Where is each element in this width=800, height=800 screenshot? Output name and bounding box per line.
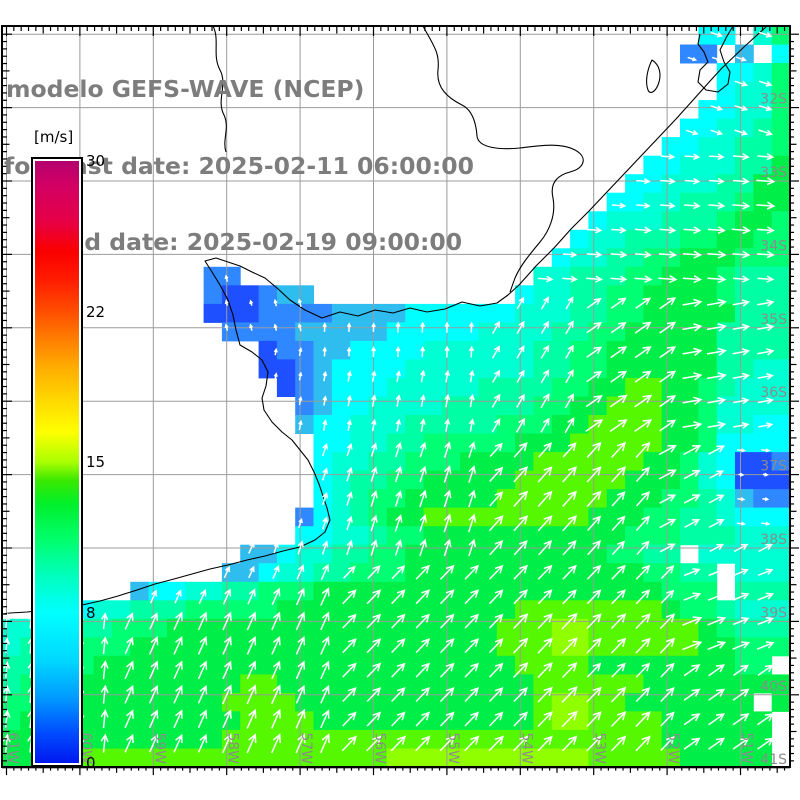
river-negro bbox=[422, 25, 584, 293]
lon-label: 54W bbox=[518, 732, 534, 764]
colorbar-unit-label: [m/s] bbox=[34, 128, 74, 146]
lat-label: 38S bbox=[760, 532, 787, 548]
lat-label: 40S bbox=[760, 679, 787, 695]
lon-label: 51W bbox=[739, 732, 755, 764]
lon-label: 52W bbox=[665, 732, 681, 764]
lat-label: 37S bbox=[760, 459, 787, 475]
map-frame-and-ticks bbox=[1, 25, 799, 776]
model-name: modelo GEFS-WAVE (NCEP) bbox=[6, 75, 365, 103]
colorbar-tick-22: 22 bbox=[86, 302, 106, 321]
lon-label: 53W bbox=[592, 732, 608, 764]
lagoon-small bbox=[646, 59, 661, 94]
lon-label: 58W bbox=[225, 732, 241, 764]
axis-labels: 61W 60W 59W 58W 57W 56W 55W 54W 53W 52W 51W32S33S3… bbox=[5, 92, 788, 769]
lat-label: 34S bbox=[760, 238, 787, 254]
lon-label: 57W bbox=[298, 732, 314, 764]
coastline-layer bbox=[1, 25, 768, 615]
lat-label: 39S bbox=[760, 605, 787, 621]
graticule bbox=[2, 26, 790, 769]
wind-arrows bbox=[2, 31, 776, 754]
lat-label: 35S bbox=[760, 312, 787, 328]
lon-label: 59W bbox=[151, 732, 167, 764]
colorbar-tick-0: 0 bbox=[86, 754, 96, 772]
lat-label: 36S bbox=[760, 385, 787, 401]
forecast-date: forecast date: 2025-02-11 06:00:00 bbox=[4, 151, 474, 180]
colorbar bbox=[31, 157, 83, 767]
lat-label: 32S bbox=[760, 92, 787, 108]
lagoon-mirim bbox=[697, 25, 734, 93]
river-parana bbox=[212, 25, 227, 153]
lon-label: 55W bbox=[445, 732, 461, 764]
lat-label: 33S bbox=[760, 165, 787, 181]
colorbar-tick-15: 15 bbox=[86, 453, 106, 471]
lon-label: 56W bbox=[372, 732, 388, 764]
colorbar-tick-30: 30 bbox=[86, 152, 106, 170]
colorbar-tick-8: 8 bbox=[86, 603, 96, 622]
lon-label: 61W bbox=[5, 732, 21, 764]
lat-label: 41S bbox=[760, 752, 787, 768]
coastline bbox=[1, 25, 768, 615]
colorbar-gradient bbox=[35, 161, 79, 763]
